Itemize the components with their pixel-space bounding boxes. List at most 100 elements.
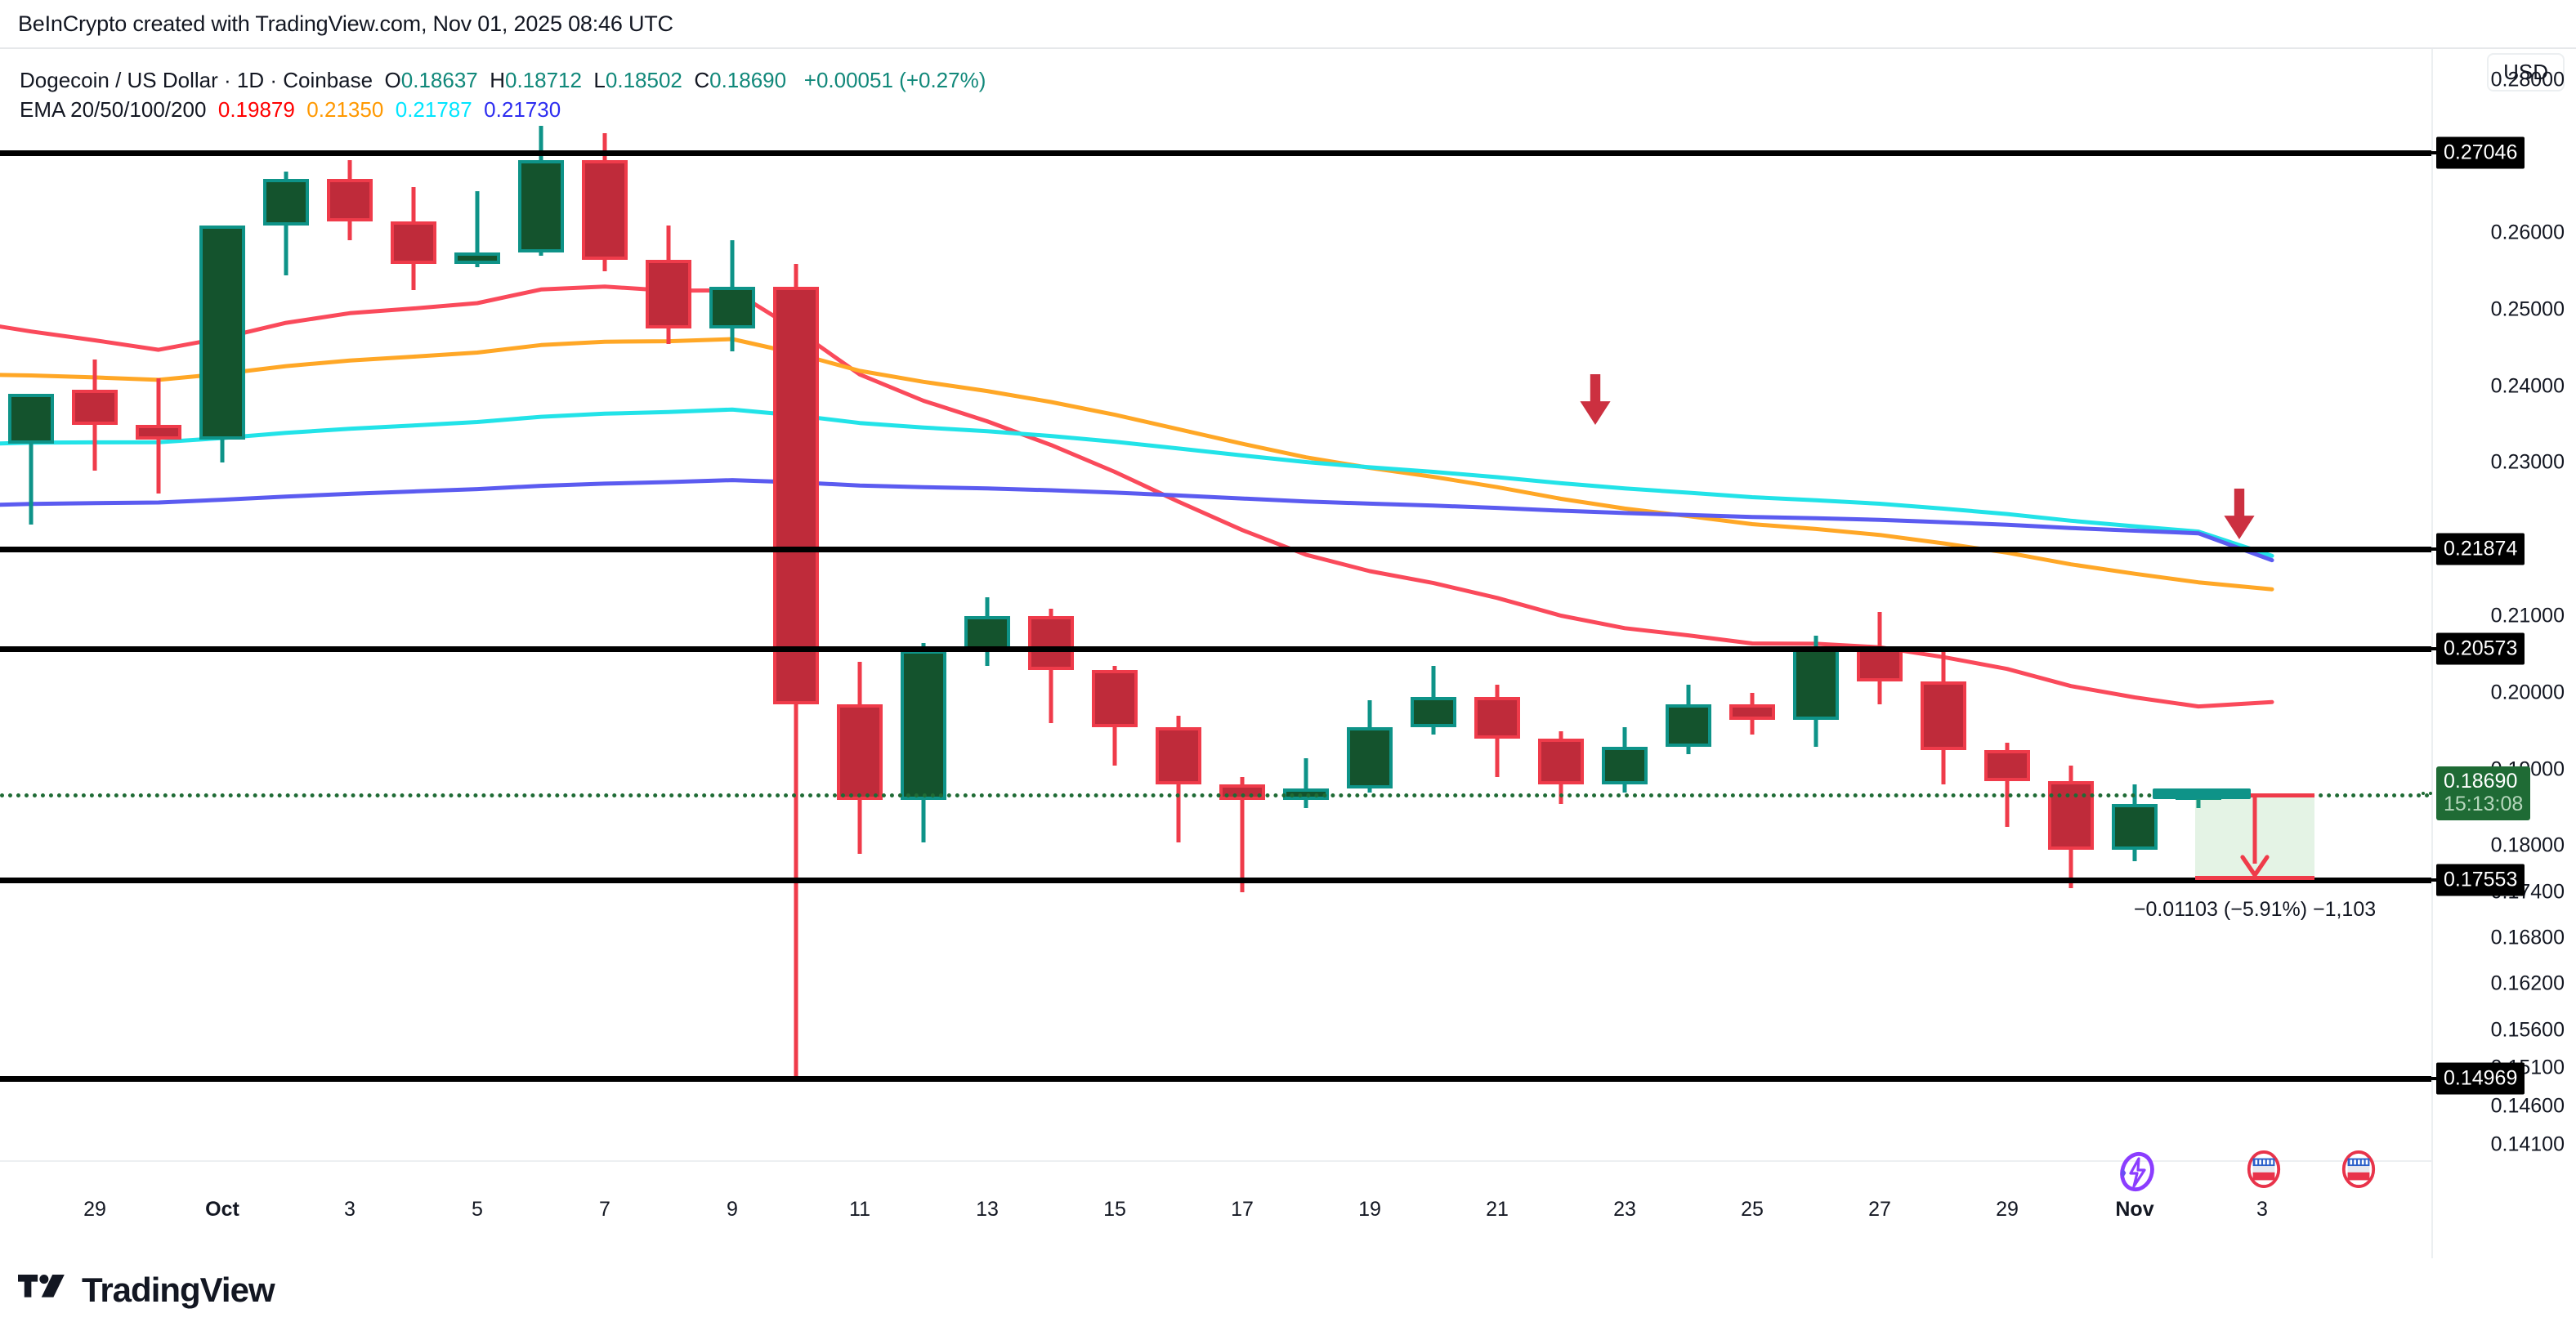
candle-body xyxy=(1474,696,1520,739)
legend-open-value: 0.18637 xyxy=(400,68,478,92)
price-axis[interactable]: USD 0.28000 0.26000 0.25000 0.24000 0.23000 0… xyxy=(2422,49,2576,1258)
bar-countdown: 15:13:08 xyxy=(2444,792,2524,815)
price-axis-level-badge[interactable]: 0.27046 xyxy=(2436,136,2525,169)
price-axis-level-stub xyxy=(2422,547,2440,552)
legend-low-label: L xyxy=(593,68,606,92)
horizontal-level-line[interactable] xyxy=(0,878,2431,884)
price-axis-level-badge[interactable]: 0.21874 xyxy=(2436,533,2525,565)
measurement-arrow-head-icon xyxy=(2239,854,2270,886)
us-flag-icon[interactable] xyxy=(2245,1150,2283,1192)
price-axis-tick: 0.15600 xyxy=(2490,1018,2565,1042)
candle-body xyxy=(1666,704,1711,747)
candle-body xyxy=(1156,727,1201,785)
tradingview-wordmark: TradingView xyxy=(82,1271,275,1309)
candle-body xyxy=(1793,646,1839,720)
price-axis-level-stub xyxy=(2422,878,2440,882)
sparkle-lightning-icon[interactable] xyxy=(2113,1150,2156,1197)
time-axis-tick: 3 xyxy=(2256,1198,2268,1221)
time-axis-tick: 17 xyxy=(1231,1198,1254,1221)
time-axis-tick: Oct xyxy=(205,1198,239,1221)
price-axis-tick: 0.24000 xyxy=(2490,374,2565,398)
horizontal-level-line[interactable] xyxy=(0,150,2431,156)
time-axis-tick: 15 xyxy=(1103,1198,1126,1221)
chart-frame: −0.01103 (−5.91%) −1,103 Dogecoin / US D… xyxy=(0,47,2576,1258)
legend-ema20-value: 0.19879 xyxy=(217,97,295,122)
legend-high-value: 0.18712 xyxy=(504,68,582,92)
price-axis-level-stub xyxy=(2422,1076,2440,1080)
ema-line-100 xyxy=(0,407,2274,558)
candle-body xyxy=(199,225,245,440)
legend-ema-label[interactable]: EMA 20/50/100/200 xyxy=(20,97,207,122)
time-axis-tick: 21 xyxy=(1486,1198,1509,1221)
price-axis-tick: 0.14100 xyxy=(2490,1132,2565,1156)
candle-body xyxy=(1921,681,1966,751)
legend-change: +0.00051 (+0.27%) xyxy=(803,68,986,92)
candle-body xyxy=(964,616,1010,651)
price-axis-tick: 0.21000 xyxy=(2490,604,2565,628)
time-axis[interactable]: 29 Oct 3 5 7 9 11 13 15 17 19 21 23 25 27 29 Nov 3 xyxy=(0,1150,2431,1258)
price-axis-level-stub xyxy=(2422,150,2440,154)
candle-body xyxy=(1411,696,1456,728)
legend-symbol[interactable]: Dogecoin / US Dollar · 1D · Coinbase xyxy=(20,68,373,92)
candle-body xyxy=(518,160,564,252)
candle-body xyxy=(1538,739,1584,785)
currency-button[interactable]: USD xyxy=(2487,53,2565,92)
price-axis-tick: 0.16800 xyxy=(2490,926,2565,949)
candle-body xyxy=(773,286,819,704)
time-axis-tick: Nov xyxy=(2115,1198,2154,1221)
horizontal-level-line[interactable] xyxy=(0,547,2431,553)
price-axis-tick: 0.23000 xyxy=(2490,450,2565,474)
candle-body xyxy=(327,179,373,222)
candle-wick xyxy=(1304,757,1308,808)
time-axis-tick: 3 xyxy=(344,1198,356,1221)
price-axis-tick: 0.20000 xyxy=(2490,681,2565,704)
candle-body xyxy=(1028,616,1074,670)
candle-body xyxy=(391,221,436,264)
current-price-value: 0.18690 xyxy=(2444,769,2518,793)
horizontal-level-line[interactable] xyxy=(0,1075,2431,1082)
candle-body xyxy=(2112,803,2158,851)
bearish-arrow-marker[interactable] xyxy=(2219,489,2260,543)
candle-wick xyxy=(475,190,480,268)
time-axis-tick: 27 xyxy=(1868,1198,1891,1221)
price-axis-level-badge[interactable]: 0.14969 xyxy=(2436,1062,2525,1095)
legend-open-label: O xyxy=(384,68,401,92)
candle-body xyxy=(263,179,309,226)
price-axis-tick: 0.16200 xyxy=(2490,971,2565,995)
current-price-line xyxy=(0,793,2431,797)
price-axis-level-badge[interactable]: 0.17553 xyxy=(2436,864,2525,896)
chart-plot-area[interactable]: −0.01103 (−5.91%) −1,103 xyxy=(0,49,2431,1160)
candle-body xyxy=(72,390,118,425)
candle-body xyxy=(1729,704,1775,720)
price-axis-tick: 0.18000 xyxy=(2490,833,2565,857)
legend-symbol-row: Dogecoin / US Dollar · 1D · Coinbase O0.… xyxy=(20,65,986,95)
ema-line-200 xyxy=(0,478,2274,563)
time-axis-tick: 29 xyxy=(83,1198,106,1221)
candle-body xyxy=(646,259,691,329)
bearish-arrow-marker[interactable] xyxy=(1575,374,1616,429)
price-axis-tick: 0.28000 xyxy=(2490,68,2565,92)
time-axis-tick: 5 xyxy=(472,1198,483,1221)
us-flag-icon[interactable] xyxy=(2340,1150,2377,1192)
price-axis-tick: 0.25000 xyxy=(2490,297,2565,321)
candle-body xyxy=(582,160,628,260)
time-axis-tick: 25 xyxy=(1741,1198,1764,1221)
current-price-stub xyxy=(2422,791,2440,795)
current-price-badge[interactable]: 0.18690 15:13:08 xyxy=(2436,766,2531,820)
legend-close-label: C xyxy=(694,68,710,92)
measurement-drag-handle[interactable] xyxy=(2153,788,2251,799)
measurement-label: −0.01103 (−5.91%) −1,103 xyxy=(2133,898,2377,922)
time-axis-tick: 11 xyxy=(849,1198,870,1221)
legend-ema200-value: 0.21730 xyxy=(484,97,561,122)
attribution-text: BeInCrypto created with TradingView.com,… xyxy=(18,11,673,36)
horizontal-level-line[interactable] xyxy=(0,646,2431,653)
candle-body xyxy=(901,650,946,801)
chart-legend: Dogecoin / US Dollar · 1D · Coinbase O0.… xyxy=(20,65,986,124)
ema-line-20 xyxy=(0,284,2274,709)
tradingview-logo-icon xyxy=(18,1275,65,1298)
legend-ema50-value: 0.21350 xyxy=(306,97,384,122)
candle-wick xyxy=(1240,777,1245,892)
legend-high-label: H xyxy=(490,68,505,92)
price-axis-level-badge[interactable]: 0.20573 xyxy=(2436,632,2525,665)
